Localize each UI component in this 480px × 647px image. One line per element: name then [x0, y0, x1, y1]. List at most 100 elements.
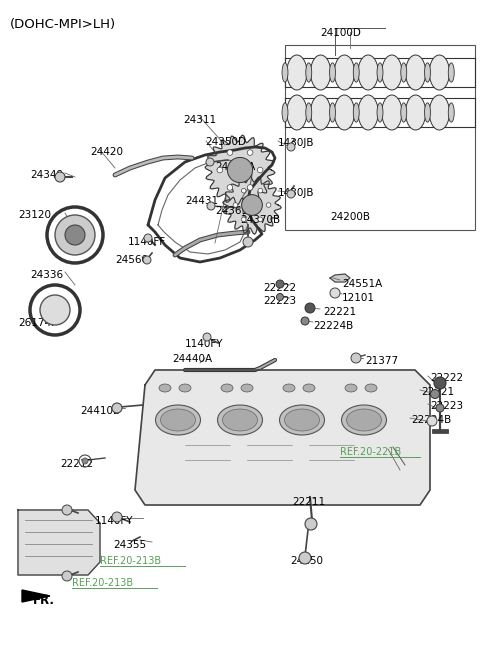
- Circle shape: [266, 203, 271, 207]
- Text: 22222: 22222: [430, 373, 463, 383]
- Ellipse shape: [311, 95, 331, 130]
- Text: REF.20-221B: REF.20-221B: [340, 447, 401, 457]
- Ellipse shape: [330, 63, 336, 82]
- Ellipse shape: [424, 63, 431, 82]
- Ellipse shape: [311, 55, 331, 90]
- Ellipse shape: [303, 384, 315, 392]
- Circle shape: [233, 203, 238, 207]
- Text: 24355: 24355: [113, 540, 146, 550]
- Text: 12101: 12101: [342, 293, 375, 303]
- Text: 22221: 22221: [421, 387, 454, 397]
- Circle shape: [207, 202, 215, 210]
- Ellipse shape: [345, 384, 357, 392]
- Circle shape: [299, 552, 311, 564]
- Text: 24311: 24311: [183, 115, 216, 125]
- Ellipse shape: [330, 103, 336, 122]
- Text: 1140FF: 1140FF: [128, 237, 166, 247]
- Circle shape: [241, 195, 263, 215]
- Text: 22212: 22212: [60, 459, 93, 469]
- Circle shape: [330, 288, 340, 298]
- Ellipse shape: [283, 384, 295, 392]
- Text: 1140FY: 1140FY: [95, 516, 133, 526]
- Circle shape: [144, 234, 152, 242]
- Text: (DOHC-MPI>LH): (DOHC-MPI>LH): [10, 18, 116, 31]
- Circle shape: [258, 217, 263, 222]
- Ellipse shape: [221, 384, 233, 392]
- Circle shape: [276, 280, 284, 288]
- Polygon shape: [223, 176, 281, 234]
- Circle shape: [305, 518, 317, 530]
- Text: 22223: 22223: [430, 401, 463, 411]
- Ellipse shape: [282, 63, 288, 82]
- Text: 24150: 24150: [290, 556, 323, 566]
- Text: 22222: 22222: [263, 283, 296, 293]
- Circle shape: [247, 184, 253, 190]
- Circle shape: [206, 158, 214, 166]
- Text: 24200B: 24200B: [330, 212, 370, 222]
- Circle shape: [351, 353, 361, 363]
- Circle shape: [257, 167, 263, 173]
- Circle shape: [112, 403, 122, 413]
- Ellipse shape: [287, 95, 307, 130]
- Text: 24336: 24336: [30, 270, 63, 280]
- Circle shape: [436, 404, 444, 412]
- Ellipse shape: [358, 95, 378, 130]
- Circle shape: [247, 149, 253, 155]
- Circle shape: [55, 172, 65, 182]
- Polygon shape: [18, 510, 100, 575]
- Ellipse shape: [160, 409, 195, 431]
- Text: 22224B: 22224B: [313, 321, 353, 331]
- Text: 1430JB: 1430JB: [278, 138, 314, 148]
- Circle shape: [228, 157, 252, 182]
- Ellipse shape: [377, 63, 383, 82]
- Ellipse shape: [401, 103, 407, 122]
- Polygon shape: [330, 274, 350, 282]
- Ellipse shape: [429, 95, 449, 130]
- Ellipse shape: [334, 95, 354, 130]
- Circle shape: [217, 167, 223, 173]
- Circle shape: [276, 294, 284, 300]
- Circle shape: [427, 416, 437, 426]
- Circle shape: [241, 188, 246, 193]
- Ellipse shape: [448, 103, 454, 122]
- Circle shape: [227, 184, 233, 190]
- Ellipse shape: [377, 103, 383, 122]
- Text: 24361A: 24361A: [215, 206, 255, 216]
- Ellipse shape: [334, 55, 354, 90]
- Ellipse shape: [341, 405, 386, 435]
- Bar: [285, 45, 475, 230]
- Circle shape: [431, 389, 440, 399]
- Text: REF.20-213B: REF.20-213B: [100, 556, 161, 566]
- Circle shape: [287, 190, 295, 198]
- Text: 24100D: 24100D: [320, 28, 361, 38]
- Text: 26174P: 26174P: [18, 318, 58, 328]
- Text: 24551A: 24551A: [342, 279, 382, 289]
- Ellipse shape: [285, 409, 320, 431]
- Ellipse shape: [217, 405, 263, 435]
- Circle shape: [434, 377, 446, 389]
- Text: 22211: 22211: [292, 497, 325, 507]
- Ellipse shape: [282, 103, 288, 122]
- Circle shape: [258, 188, 263, 193]
- Ellipse shape: [156, 405, 201, 435]
- Circle shape: [227, 149, 233, 155]
- Ellipse shape: [287, 55, 307, 90]
- Ellipse shape: [159, 384, 171, 392]
- Circle shape: [241, 217, 246, 222]
- Ellipse shape: [353, 103, 359, 122]
- Text: 24431: 24431: [185, 196, 218, 206]
- Ellipse shape: [406, 95, 426, 130]
- Ellipse shape: [179, 384, 191, 392]
- Ellipse shape: [424, 103, 431, 122]
- Circle shape: [62, 571, 72, 581]
- Text: 24349: 24349: [30, 170, 63, 180]
- Ellipse shape: [347, 409, 382, 431]
- Ellipse shape: [401, 63, 407, 82]
- Ellipse shape: [382, 95, 402, 130]
- Text: 24420: 24420: [90, 147, 123, 157]
- Text: 24560: 24560: [115, 255, 148, 265]
- Polygon shape: [205, 135, 275, 205]
- Polygon shape: [135, 370, 430, 505]
- Text: 22224B: 22224B: [411, 415, 451, 425]
- Circle shape: [82, 458, 88, 464]
